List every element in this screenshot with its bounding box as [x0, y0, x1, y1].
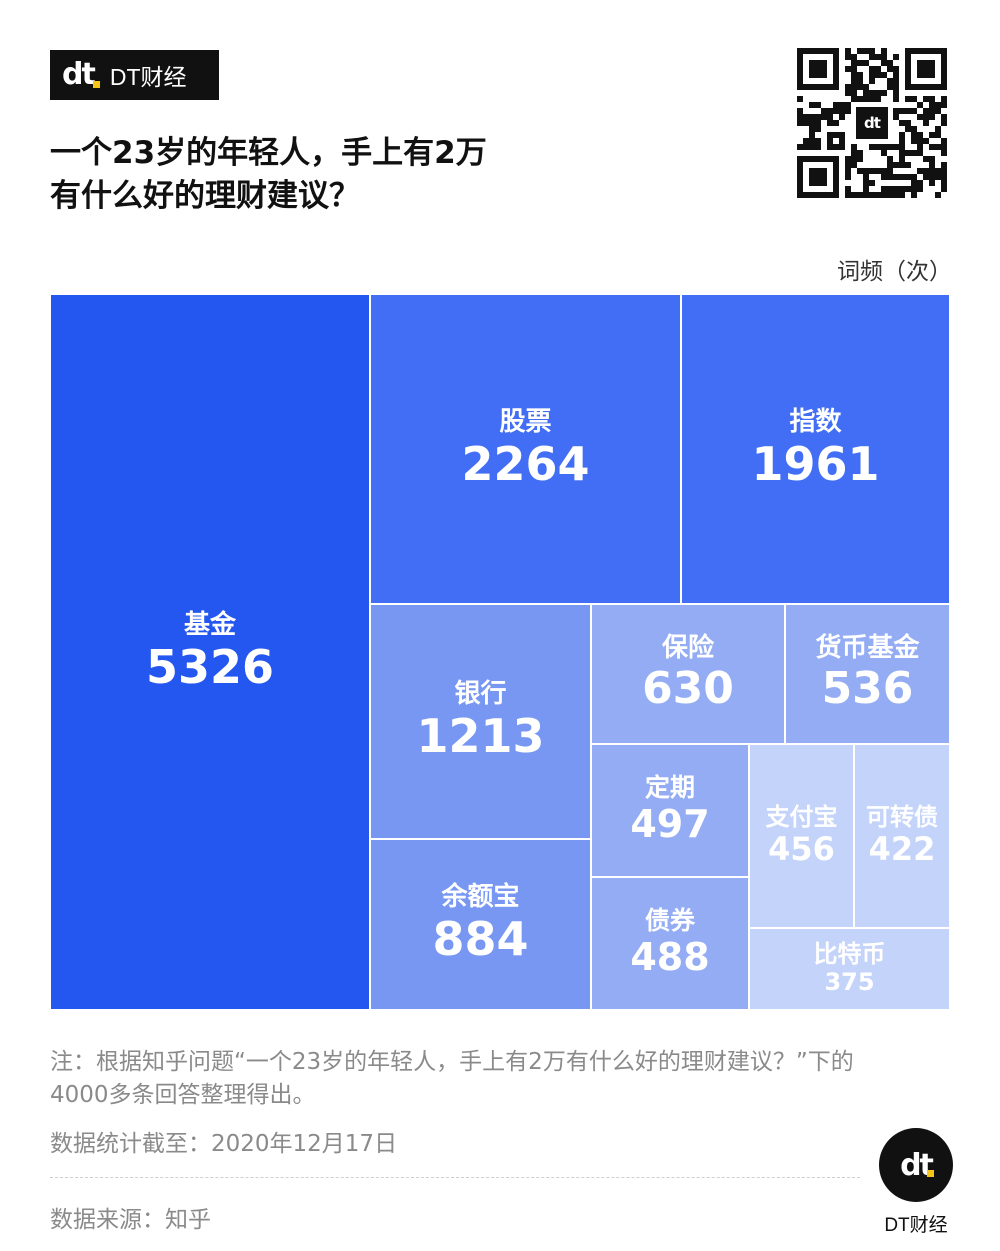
dt-footer-logo-icon: dt	[879, 1128, 953, 1202]
treemap-cell: 股票 2264	[370, 294, 681, 604]
treemap-cell-label: 债券	[644, 906, 695, 936]
treemap-cell-value: 2264	[461, 436, 590, 491]
treemap-cell-label: 支付宝	[765, 802, 838, 831]
treemap-cell-label: 指数	[789, 406, 842, 437]
treemap-cell-value: 630	[642, 662, 734, 714]
treemap-cell: 比特币 375	[749, 928, 950, 1010]
treemap-cell-label: 基金	[183, 609, 236, 640]
treemap-cell: 支付宝 456	[749, 744, 854, 928]
treemap-cell-label: 保险	[661, 632, 714, 663]
treemap-cell-value: 1213	[416, 709, 545, 763]
brand-badge: dt DT财经	[50, 50, 219, 100]
chart-note: 注：根据知乎问题“一个23岁的年轻人，手上有2万有什么好的理财建议？”下的400…	[50, 1049, 854, 1108]
title-line-1: 一个23岁的年轻人，手上有2万	[50, 135, 487, 171]
treemap-cell-value: 5326	[145, 639, 275, 694]
qr-center-logo: dt	[853, 104, 891, 142]
treemap-cell: 可转债 422	[854, 744, 950, 928]
dt-logo-icon: dt	[62, 60, 100, 90]
treemap-cell-value: 497	[630, 802, 710, 847]
data-source: 数据来源：知乎	[50, 1207, 211, 1233]
treemap-cell: 债券 488	[591, 877, 749, 1010]
treemap-cell-value: 422	[868, 830, 936, 869]
treemap-cell-value: 456	[768, 830, 835, 869]
treemap-cell-value: 884	[432, 912, 529, 966]
treemap-cell: 银行 1213	[370, 604, 591, 839]
treemap-cell-label: 比特币	[813, 940, 886, 969]
qr-code-icon: dt	[797, 48, 947, 198]
brand-name: DT财经	[109, 64, 187, 90]
treemap-cell-label: 可转债	[866, 802, 938, 831]
treemap-cell: 基金 5326	[50, 294, 370, 1010]
treemap-cell-value: 1961	[751, 436, 880, 491]
data-date: 数据统计截至：2020年12月17日	[50, 1131, 398, 1157]
footer-divider	[50, 1177, 860, 1178]
treemap-chart: 基金 5326 股票 2264 指数 1961 银行 1213 余额宝 884 保险 630 货币基金 5…	[50, 294, 950, 1010]
treemap-cell: 定期 497	[591, 744, 749, 877]
treemap-cell-label: 定期	[644, 773, 695, 803]
treemap-cell: 货币基金 536	[785, 604, 950, 744]
treemap-cell-label: 股票	[499, 406, 552, 437]
treemap-cell-value: 375	[824, 968, 875, 996]
title-line-2: 有什么好的理财建议？	[50, 178, 360, 214]
treemap-cell-label: 余额宝	[441, 882, 520, 913]
treemap-cell: 指数 1961	[681, 294, 950, 604]
treemap-cell-value: 536	[821, 662, 914, 714]
unit-label: 词频（次）	[837, 259, 952, 285]
page-title: 一个23岁的年轻人，手上有2万 有什么好的理财建议？	[50, 132, 610, 218]
treemap-cell-label: 银行	[454, 679, 507, 710]
footer-brand-name: DT财经	[884, 1215, 948, 1236]
treemap-cell-label: 货币基金	[815, 632, 920, 663]
treemap-cell: 保险 630	[591, 604, 785, 744]
treemap-cell-value: 488	[630, 935, 710, 980]
treemap-cell: 余额宝 884	[370, 839, 591, 1010]
